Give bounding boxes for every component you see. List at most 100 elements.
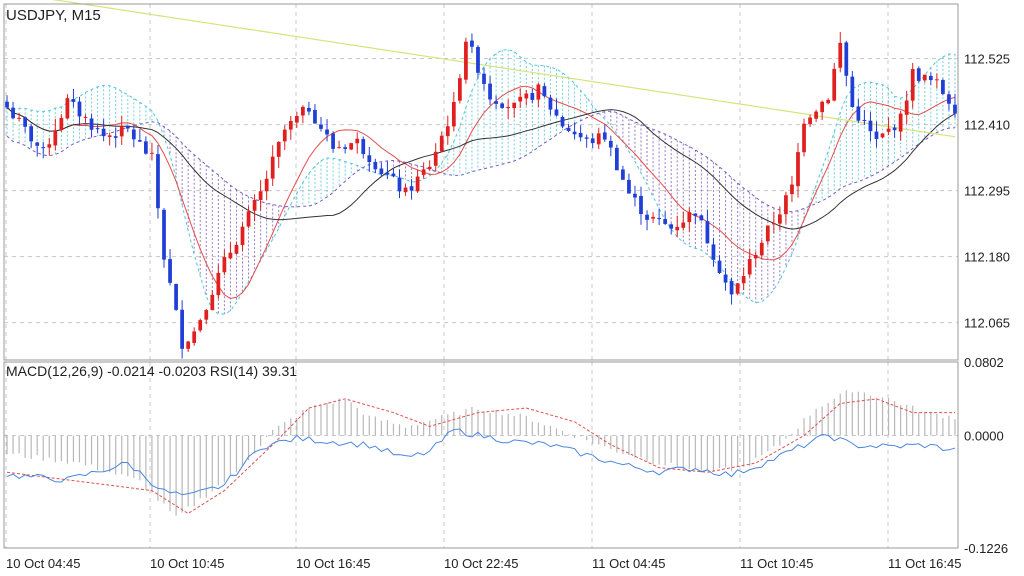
time-axis-label: 10 Oct 22:45	[444, 556, 518, 571]
candle-body	[524, 93, 529, 99]
candle-body	[614, 147, 619, 171]
candle-body	[59, 117, 64, 131]
candle-body	[307, 107, 311, 112]
candle-body	[705, 221, 710, 244]
macd-axis-label: -0.1226	[964, 541, 1008, 556]
candle-body	[838, 42, 843, 68]
candle-body	[445, 126, 450, 137]
time-axis-label: 11 Oct 16:45	[888, 556, 961, 571]
candle-body	[367, 155, 372, 163]
candle-body	[711, 244, 716, 260]
candle-body	[288, 121, 293, 130]
candle-body	[778, 214, 782, 224]
candle-body	[578, 132, 583, 138]
candlesticks	[5, 31, 957, 359]
macd-axis-label: 0.0802	[964, 355, 1004, 370]
candle-body	[144, 141, 148, 154]
candle-body	[790, 184, 794, 195]
candle-body	[331, 133, 335, 149]
candle-body	[355, 138, 360, 144]
candle-body	[633, 193, 637, 198]
candle-body	[192, 331, 197, 344]
macd-panel	[6, 390, 956, 516]
candle-body	[276, 141, 281, 157]
time-axis-label: 10 Oct 16:45	[296, 556, 370, 571]
axis-labels: 112.525 112.410 112.295 112.180 112.065 0.080…	[6, 52, 1010, 571]
ichimoku-cloud	[6, 49, 956, 315]
candle-body	[681, 222, 686, 228]
candle-body	[548, 97, 553, 110]
candle-body	[29, 126, 34, 142]
candle-body	[747, 258, 752, 275]
candle-body	[95, 128, 100, 130]
candle-body	[693, 213, 698, 216]
candle-body	[168, 259, 172, 283]
time-axis-label: 10 Oct 04:45	[6, 556, 80, 571]
candle-body	[270, 156, 275, 179]
chart-frame	[3, 3, 959, 549]
candle-body	[264, 178, 269, 192]
candle-body	[802, 123, 806, 153]
candle-body	[916, 68, 921, 81]
candle-body	[228, 252, 233, 259]
candle-body	[107, 135, 112, 137]
candle-body	[77, 101, 82, 117]
candle-body	[222, 256, 227, 273]
candle-body	[150, 152, 154, 154]
candle-body	[89, 118, 94, 130]
candle-body	[608, 140, 613, 148]
candle-body	[246, 211, 251, 227]
candle-body	[922, 74, 927, 81]
candle-body	[741, 276, 746, 284]
candle-body	[941, 80, 945, 94]
candle-body	[180, 309, 184, 349]
candle-body	[162, 209, 166, 260]
candle-body	[808, 117, 812, 125]
candle-body	[892, 127, 897, 131]
candle-body	[518, 96, 523, 102]
candle-body	[862, 119, 867, 121]
candle-body	[759, 242, 764, 256]
main-chart-title: USDJPY, M15	[6, 7, 101, 24]
candle-body	[687, 212, 692, 223]
candle-body	[11, 107, 15, 119]
candle-body	[735, 283, 740, 294]
candle-body	[464, 41, 468, 80]
candle-body	[753, 255, 758, 259]
candle-body	[729, 281, 734, 295]
price-axis-label: 112.065	[964, 316, 1010, 331]
candle-body	[71, 99, 76, 102]
candle-body	[572, 131, 577, 135]
candle-body	[850, 76, 855, 107]
candle-body	[343, 147, 348, 149]
candle-body	[560, 116, 565, 127]
candle-body	[771, 223, 776, 225]
candle-body	[506, 106, 511, 109]
candle-body	[476, 46, 480, 73]
candle-body	[627, 179, 631, 194]
candle-body	[337, 147, 341, 149]
candle-body	[210, 294, 215, 311]
price-axis-label: 112.410	[964, 118, 1010, 133]
candle-body	[512, 102, 517, 109]
candle-body	[131, 129, 136, 140]
candle-body	[119, 125, 124, 137]
candle-body	[439, 135, 444, 152]
candle-body	[349, 143, 354, 150]
candle-body	[820, 101, 825, 113]
candle-body	[427, 166, 432, 170]
candle-body	[5, 101, 9, 108]
time-axis-label: 11 Oct 10:45	[740, 556, 813, 571]
candle-body	[379, 168, 384, 174]
candle-body	[953, 104, 957, 114]
candle-body	[765, 225, 770, 242]
candle-body	[500, 103, 505, 108]
candle-body	[602, 132, 607, 140]
price-axis-label: 112.295	[964, 184, 1010, 199]
candle-body	[898, 113, 903, 132]
rsi-line	[6, 428, 956, 496]
candle-body	[530, 93, 535, 100]
candle-body	[904, 100, 909, 115]
candle-body	[23, 117, 28, 127]
candle-body	[319, 124, 323, 129]
